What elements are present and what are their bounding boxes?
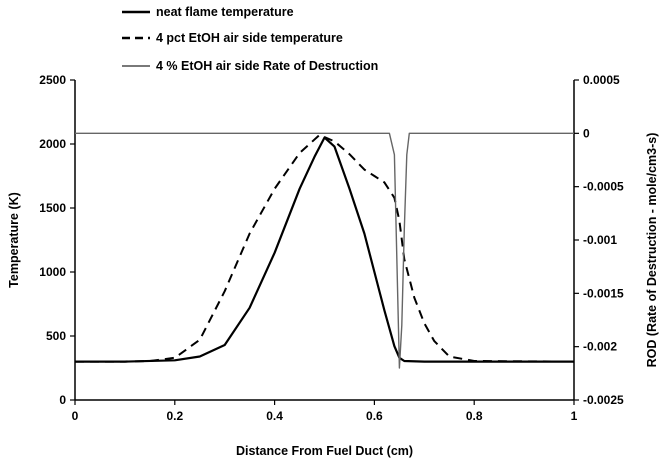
series-line-3 bbox=[75, 132, 574, 369]
left-tick-label: 2500 bbox=[39, 73, 66, 87]
legend-label-1: neat flame temperature bbox=[156, 5, 294, 19]
right-tick-label: -0.0005 bbox=[583, 180, 624, 194]
right-tick-label: 0.0005 bbox=[583, 73, 620, 87]
x-tick-label: 0.2 bbox=[166, 409, 183, 423]
series-line-2 bbox=[75, 134, 575, 363]
legend-label-2: 4 pct EtOH air side temperature bbox=[156, 31, 343, 45]
series-line-1 bbox=[75, 136, 574, 363]
x-axis-ticks: 0 0.2 0.4 0.6 0.8 1 bbox=[72, 400, 578, 423]
left-tick-label: 1500 bbox=[39, 201, 66, 215]
x-tick-label: 0 bbox=[72, 409, 79, 423]
x-axis-title: Distance From Fuel Duct (cm) bbox=[236, 444, 413, 458]
x-tick-label: 1 bbox=[571, 409, 578, 423]
right-axis-ticks: 0.0005 0 -0.0005 -0.001 -0.0015 -0.002 -0.0025 bbox=[574, 73, 624, 407]
left-axis-ticks: 0 500 1000 1500 2000 2500 bbox=[39, 73, 75, 407]
left-tick-label: 1000 bbox=[39, 265, 66, 279]
left-tick-label: 0 bbox=[59, 393, 66, 407]
right-tick-label: 0 bbox=[583, 126, 590, 140]
x-tick-label: 0.4 bbox=[266, 409, 283, 423]
x-tick-label: 0.6 bbox=[366, 409, 383, 423]
series-layer bbox=[75, 132, 575, 369]
left-tick-label: 500 bbox=[46, 329, 66, 343]
y2-axis-title: ROD (Rate of Destruction - mole/cm3-s) bbox=[645, 133, 659, 368]
legend-label-3: 4 % EtOH air side Rate of Destruction bbox=[156, 59, 378, 73]
right-tick-label: -0.001 bbox=[583, 233, 617, 247]
x-tick-label: 0.8 bbox=[466, 409, 483, 423]
right-tick-label: -0.0025 bbox=[583, 393, 624, 407]
right-tick-label: -0.002 bbox=[583, 340, 617, 354]
axes bbox=[74, 80, 575, 401]
legend: neat flame temperature 4 pct EtOH air sid… bbox=[122, 5, 378, 73]
right-tick-label: -0.0015 bbox=[583, 286, 624, 300]
y-axis-title: Temperature (K) bbox=[7, 192, 21, 288]
left-tick-label: 2000 bbox=[39, 137, 66, 151]
